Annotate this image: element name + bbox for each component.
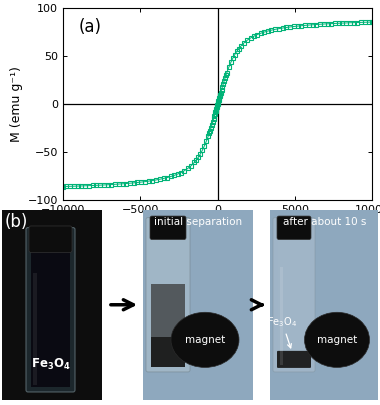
FancyBboxPatch shape [273, 217, 315, 372]
Text: (a): (a) [78, 18, 101, 36]
FancyBboxPatch shape [146, 217, 190, 372]
Text: initial separation: initial separation [154, 217, 242, 226]
Y-axis label: M (emu g⁻¹): M (emu g⁻¹) [10, 66, 23, 142]
Text: (b): (b) [5, 213, 28, 230]
FancyBboxPatch shape [277, 351, 311, 368]
Bar [270, 209, 378, 400]
Bar [31, 251, 70, 387]
FancyBboxPatch shape [26, 228, 75, 392]
Ellipse shape [171, 312, 239, 367]
Text: magnet: magnet [317, 335, 357, 345]
Bar [278, 239, 310, 367]
Ellipse shape [304, 312, 369, 367]
X-axis label: H (Oe): H (Oe) [197, 218, 238, 231]
Text: $\mathregular{Fe_3O_4}$: $\mathregular{Fe_3O_4}$ [267, 315, 297, 348]
Text: $\mathregular{Fe_3O_4}$: $\mathregular{Fe_3O_4}$ [31, 357, 70, 373]
Bar [151, 337, 185, 367]
Bar [143, 209, 253, 400]
Bar [151, 284, 185, 367]
Text: after about 10 s: after about 10 s [283, 217, 367, 226]
Text: magnet: magnet [185, 335, 225, 345]
Bar [33, 273, 37, 385]
FancyBboxPatch shape [150, 216, 186, 240]
Bar [2, 209, 102, 400]
FancyBboxPatch shape [29, 226, 72, 252]
FancyBboxPatch shape [277, 216, 311, 240]
Bar [280, 267, 283, 365]
